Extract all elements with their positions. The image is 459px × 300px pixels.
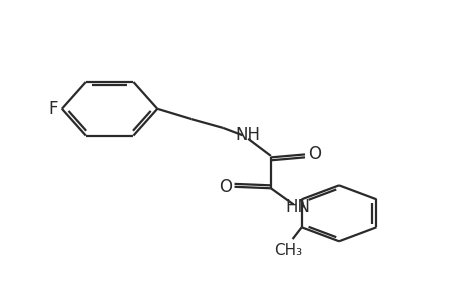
Text: NH: NH xyxy=(235,126,260,144)
Text: O: O xyxy=(307,146,320,164)
Text: HN: HN xyxy=(285,198,310,216)
Text: CH₃: CH₃ xyxy=(274,244,302,259)
Text: O: O xyxy=(218,178,231,196)
Text: F: F xyxy=(49,100,58,118)
